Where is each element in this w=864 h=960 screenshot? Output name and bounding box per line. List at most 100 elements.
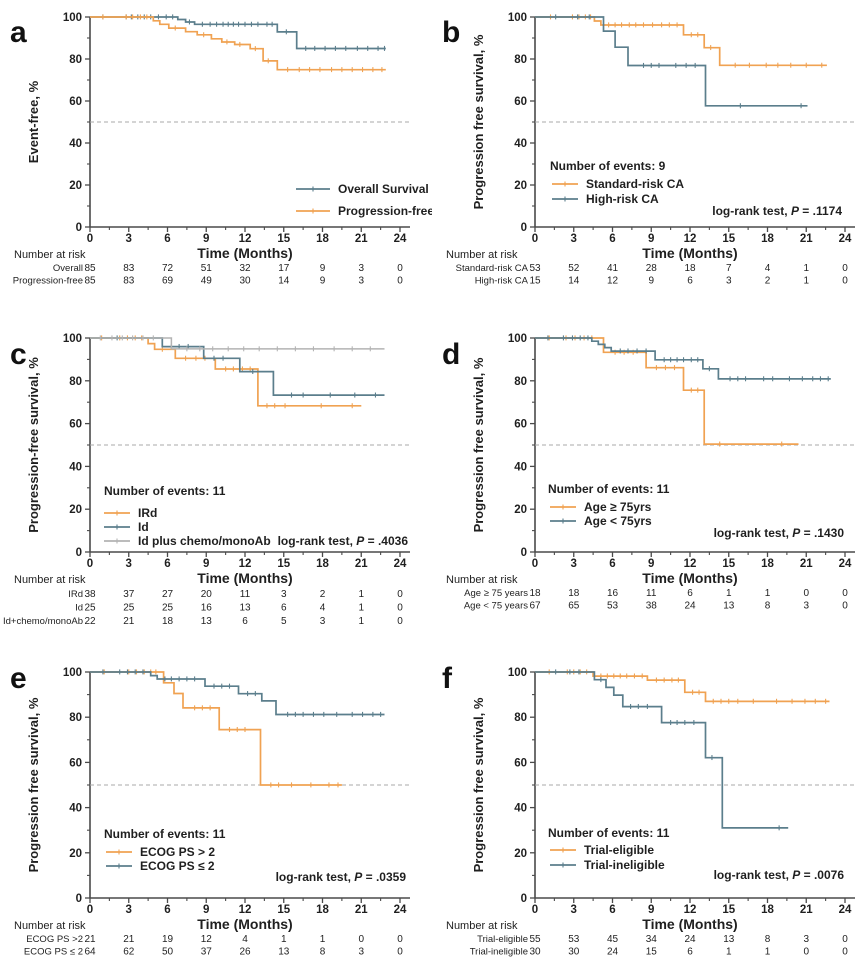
risk-count: 49 xyxy=(201,276,213,287)
x-tick-label: 6 xyxy=(609,558,615,570)
risk-count: 53 xyxy=(529,263,541,274)
y-tick-label: 80 xyxy=(69,54,82,66)
risk-count: 2 xyxy=(320,589,326,600)
km-curve xyxy=(90,16,386,50)
risk-count: 1 xyxy=(765,947,771,958)
risk-count: 0 xyxy=(397,603,403,614)
logrank-annotation: log-rank test, P = .0076 xyxy=(714,868,845,882)
risk-count: 37 xyxy=(201,947,213,958)
x-tick-label: 18 xyxy=(761,558,774,570)
logrank-annotation: log-rank test, P = .0359 xyxy=(276,870,407,884)
risk-count: 11 xyxy=(646,588,657,599)
x-tick-label: 24 xyxy=(394,558,407,570)
risk-count: 38 xyxy=(646,601,658,612)
x-axis-title: Time (Months) xyxy=(642,570,737,586)
x-tick-label: 0 xyxy=(87,558,93,570)
y-tick-label: 60 xyxy=(514,419,527,431)
risk-row-label: Id xyxy=(75,603,83,614)
risk-row-label: Id+chemo/monoAb xyxy=(3,616,83,627)
legend-label: ECOG PS ≤ 2 xyxy=(140,859,215,873)
risk-count: 21 xyxy=(123,934,135,945)
risk-count: 3 xyxy=(358,947,364,958)
x-tick-label: 9 xyxy=(648,904,654,916)
risk-count: 0 xyxy=(842,263,848,274)
legend-label: Progression-free Survival xyxy=(338,204,432,218)
km-curve xyxy=(90,337,385,396)
legend-label: Standard-risk CA xyxy=(586,177,684,191)
risk-count: 8 xyxy=(765,934,771,945)
x-tick-label: 15 xyxy=(722,233,735,245)
y-tick-label: 40 xyxy=(514,138,527,150)
risk-count: 30 xyxy=(568,947,580,958)
risk-count: 50 xyxy=(162,947,174,958)
x-tick-label: 12 xyxy=(684,233,697,245)
risk-row-label: ECOG PS ≤ 2 xyxy=(24,947,83,958)
legend-label: Trial-ineligible xyxy=(584,858,665,872)
risk-count: 13 xyxy=(723,601,735,612)
risk-row-label: ECOG PS >2 xyxy=(26,934,83,945)
risk-count: 65 xyxy=(568,601,580,612)
y-tick-label: 0 xyxy=(521,547,527,559)
y-tick-label: 100 xyxy=(508,667,527,679)
y-tick-label: 40 xyxy=(514,803,527,815)
x-tick-label: 18 xyxy=(316,558,329,570)
x-tick-label: 6 xyxy=(164,558,170,570)
risk-count: 12 xyxy=(607,276,619,287)
x-tick-label: 18 xyxy=(316,233,329,245)
y-tick-label: 20 xyxy=(69,848,82,860)
risk-count: 16 xyxy=(607,588,619,599)
legend-label: Trial-eligible xyxy=(584,843,654,857)
risk-count: 14 xyxy=(568,276,580,287)
number-of-events-label: Number of events: 9 xyxy=(550,159,666,173)
risk-count: 9 xyxy=(648,276,654,287)
y-tick-label: 100 xyxy=(63,667,82,679)
y-tick-label: 60 xyxy=(514,757,527,769)
risk-count: 0 xyxy=(358,934,364,945)
risk-count: 3 xyxy=(358,276,364,287)
number-of-events-label: Number of events: 11 xyxy=(548,826,670,840)
risk-count: 14 xyxy=(278,276,290,287)
risk-count: 83 xyxy=(123,276,135,287)
x-tick-label: 3 xyxy=(571,558,577,570)
risk-count: 1 xyxy=(358,616,364,627)
x-tick-label: 0 xyxy=(87,233,93,245)
y-tick-label: 0 xyxy=(76,893,82,905)
risk-row-label: Age ≥ 75 years xyxy=(464,588,528,599)
risk-count: 0 xyxy=(842,276,848,287)
number-at-risk-title: Number at risk xyxy=(14,574,86,586)
risk-count: 3 xyxy=(726,276,732,287)
risk-count: 24 xyxy=(607,947,619,958)
risk-count: 18 xyxy=(684,263,696,274)
risk-count: 1 xyxy=(726,588,732,599)
risk-count: 21 xyxy=(84,934,96,945)
x-tick-label: 12 xyxy=(684,904,697,916)
legend-label: Id plus chemo/monoAb xyxy=(138,534,271,548)
risk-count: 0 xyxy=(842,601,848,612)
risk-count: 26 xyxy=(239,947,251,958)
risk-count: 3 xyxy=(358,263,364,274)
risk-count: 72 xyxy=(162,263,174,274)
x-tick-label: 6 xyxy=(164,904,170,916)
x-tick-label: 3 xyxy=(126,233,132,245)
x-tick-label: 24 xyxy=(839,233,852,245)
risk-count: 2 xyxy=(765,276,771,287)
x-tick-label: 3 xyxy=(126,558,132,570)
km-curve xyxy=(535,16,808,107)
x-tick-label: 24 xyxy=(839,904,852,916)
km-curve xyxy=(90,671,385,716)
risk-count: 0 xyxy=(397,616,403,627)
x-tick-label: 0 xyxy=(532,233,538,245)
risk-count: 25 xyxy=(162,603,174,614)
risk-count: 52 xyxy=(568,263,580,274)
risk-count: 1 xyxy=(765,588,771,599)
x-tick-label: 15 xyxy=(277,558,290,570)
x-tick-label: 3 xyxy=(571,904,577,916)
y-tick-label: 20 xyxy=(69,180,82,192)
y-axis-title: Progression free survival, % xyxy=(471,697,486,872)
risk-count: 0 xyxy=(803,588,809,599)
legend-label: ECOG PS > 2 xyxy=(140,845,215,859)
x-tick-label: 21 xyxy=(355,233,368,245)
risk-row-label: Progression-free xyxy=(13,276,83,287)
